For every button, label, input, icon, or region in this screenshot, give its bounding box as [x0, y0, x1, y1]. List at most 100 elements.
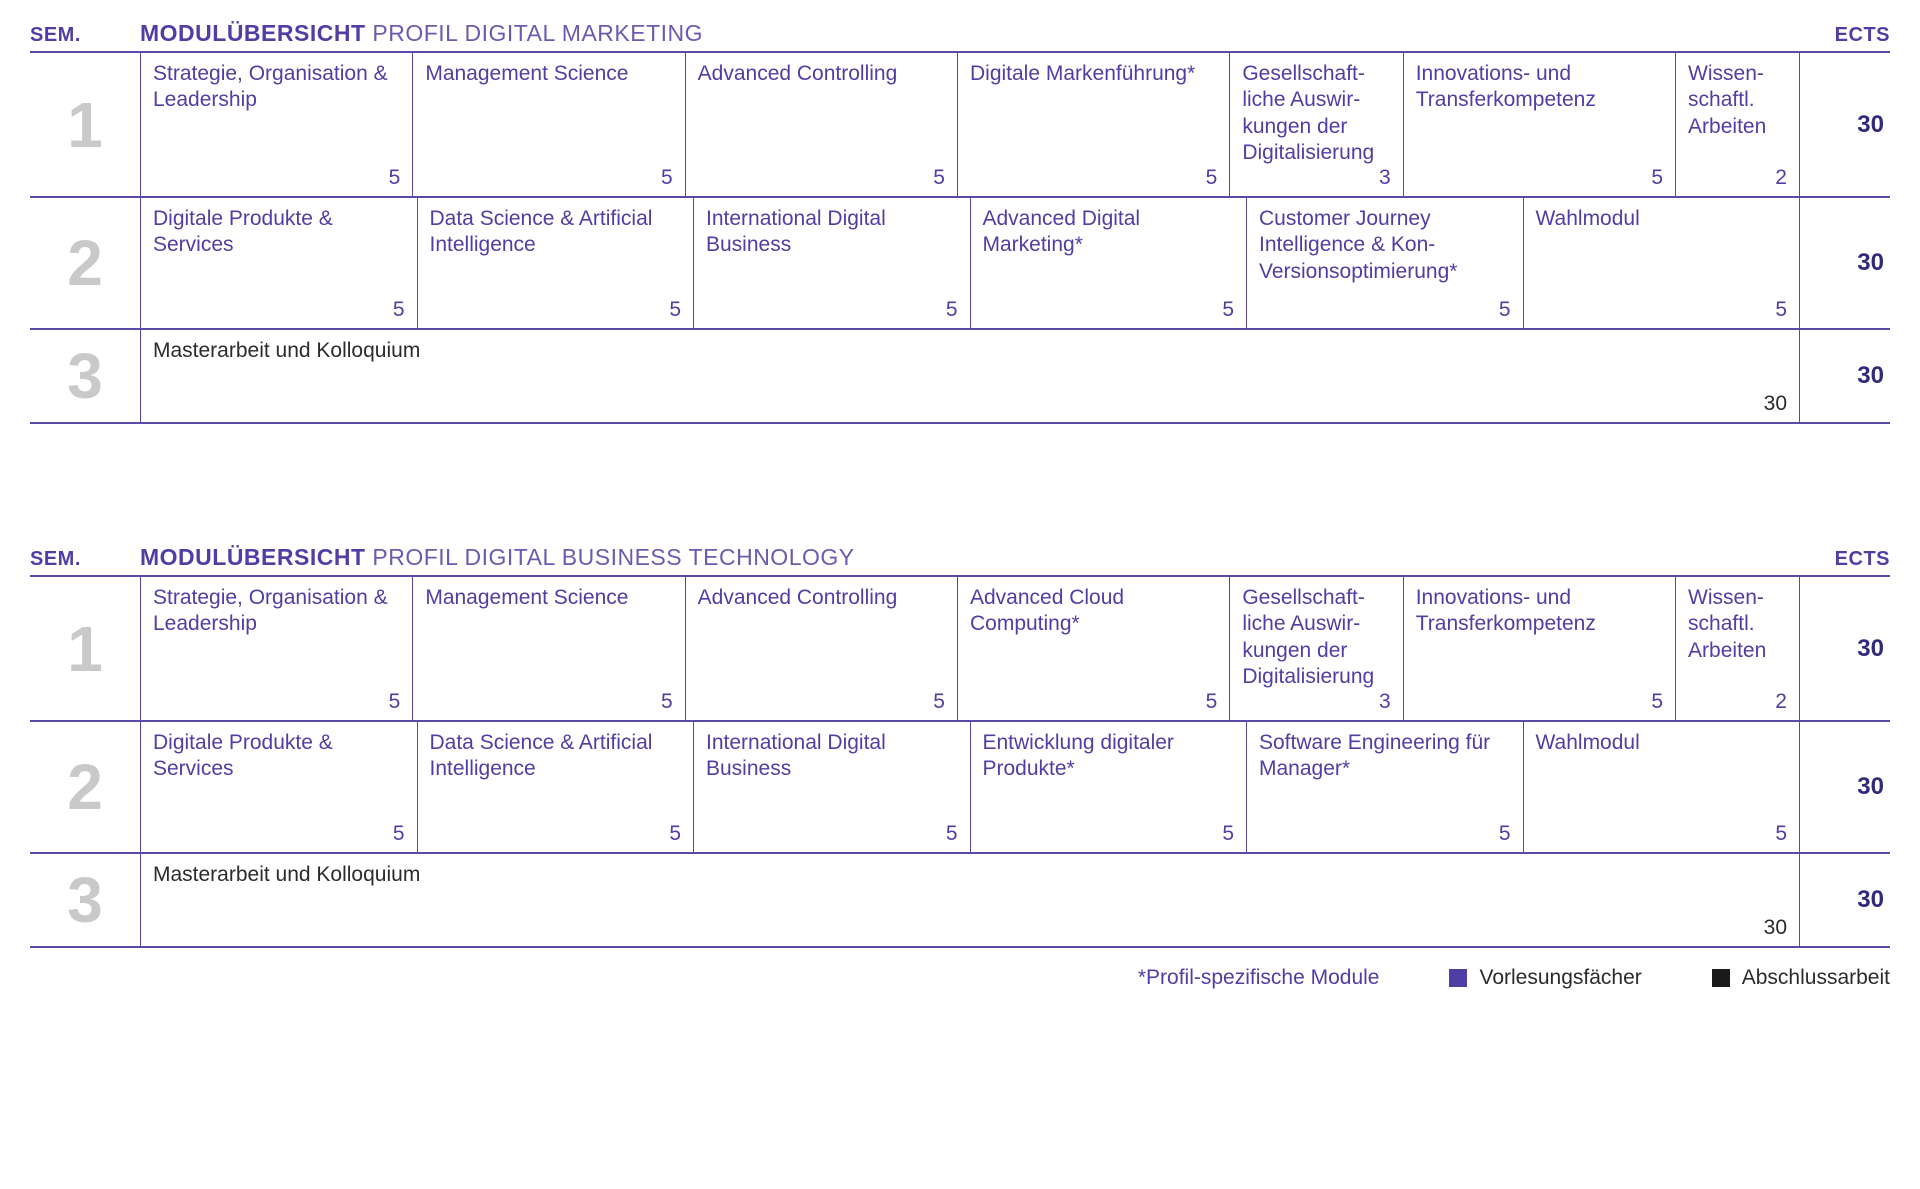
semester-row: 1Strategie, Organisation & Leadership5Ma… [30, 51, 1890, 196]
module-credits: 5 [1259, 298, 1511, 322]
lecture-module: Data Science & Artificial Intelligence5 [417, 198, 694, 328]
ects-header: ECTS [1800, 548, 1890, 571]
module-name: Masterarbeit und Kolloquium [153, 862, 1787, 888]
module-credits: 5 [1536, 298, 1788, 322]
legend: *Profil-spezifische Module Vorlesungsfäch… [30, 948, 1890, 990]
semester-row: 3Masterarbeit und Kolloquium3030 [30, 328, 1890, 424]
title-profile: PROFIL DIGITAL BUSINESS TECHNOLOGY [372, 544, 854, 570]
module-credits: 5 [425, 166, 672, 190]
module-name: International Digital Business [706, 206, 958, 259]
legend-label-lecture: Vorlesungsfächer [1479, 966, 1641, 990]
module-credits: 5 [1536, 822, 1788, 846]
modules-container: Masterarbeit und Kolloquium 30 [140, 854, 1800, 946]
legend-item-thesis: Abschlussarbeit [1712, 966, 1890, 990]
module-name: Digitale Produkte & Services [153, 206, 405, 259]
module-credits: 5 [983, 298, 1235, 322]
module-credits: 5 [153, 822, 405, 846]
title-bold: MODULÜBERSICHT [140, 20, 372, 46]
module-name: Gesellschaft­liche Auswir­kungen der Dig… [1242, 61, 1390, 166]
module-name: Advanced Controlling [698, 61, 945, 87]
module-credits: 5 [698, 166, 945, 190]
module-credits: 3 [1242, 690, 1390, 714]
modules-container: Digitale Produkte & Services 5 Data Scienc… [140, 198, 1800, 328]
legend-note: *Profil-spezifische Module [1138, 966, 1380, 990]
module-name: Advanced Cloud Computing* [970, 585, 1217, 638]
ects-total: 30 [1800, 722, 1890, 852]
module-name: Entwicklung digitaler Produkte* [983, 730, 1235, 783]
module-name: International Digital Business [706, 730, 958, 783]
module-name: Digitale Markenführung* [970, 61, 1217, 87]
module-credits: 30 [153, 916, 1787, 940]
thesis-module: Masterarbeit und Kolloquium 30 [140, 854, 1800, 946]
module-credits: 2 [1688, 690, 1787, 714]
module-name: Gesellschaft­liche Auswir­kungen der Dig… [1242, 585, 1390, 690]
module-credits: 5 [970, 690, 1217, 714]
module-overview: SEM.MODULÜBERSICHT PROFIL DIGITAL MARKET… [30, 20, 1890, 424]
module-credits: 30 [153, 392, 1787, 416]
ects-total: 30 [1800, 577, 1890, 720]
lecture-module: Data Science & Artificial Intelligence5 [417, 722, 694, 852]
legend-label-thesis: Abschlussarbeit [1742, 966, 1890, 990]
module-credits: 5 [1259, 822, 1511, 846]
module-name: Management Science [425, 61, 672, 87]
lecture-module: Management Science 5 [412, 577, 684, 720]
title-bold: MODULÜBERSICHT [140, 544, 372, 570]
sem-header: SEM. [30, 548, 140, 571]
overview-title: MODULÜBERSICHT PROFIL DIGITAL MARKETING [140, 20, 1800, 47]
semester-row: 2Digitale Produkte & Services5Data Scien… [30, 720, 1890, 852]
module-credits: 5 [153, 166, 400, 190]
lecture-module: Management Science 5 [412, 53, 684, 196]
lecture-module: International Digital Business5 [693, 722, 970, 852]
modules-container: Masterarbeit und Kolloquium30 [140, 330, 1800, 422]
lecture-module: International Digital Business 5 [693, 198, 970, 328]
lecture-module: Software Engineering für Manager*5 [1246, 722, 1523, 852]
lecture-module: Gesellschaft­liche Auswir­kungen der Dig… [1229, 53, 1402, 196]
lecture-module: Innovations- und Transferkompetenz 5 [1403, 53, 1675, 196]
semester-number: 3 [30, 854, 140, 946]
semester-row: 1Strategie, Organisation & Leadership5Ma… [30, 575, 1890, 720]
semester-number: 1 [30, 577, 140, 720]
legend-item-lecture: Vorlesungsfächer [1449, 966, 1641, 990]
modules-container: Strategie, Organisation & Leadership5Man… [140, 577, 1800, 720]
module-name: Management Science [425, 585, 672, 611]
module-name: Wissen­schaftl. Arbeiten [1688, 61, 1787, 140]
lecture-module: Wahlmodul 5 [1523, 198, 1801, 328]
module-credits: 5 [970, 166, 1217, 190]
module-credits: 5 [153, 690, 400, 714]
module-name: Strategie, Organisation & Leadership [153, 585, 400, 638]
lecture-module: Wahlmodul 5 [1523, 722, 1801, 852]
module-name: Innovations- und Transferkompetenz [1416, 585, 1663, 638]
legend-swatch-lecture [1449, 969, 1467, 987]
module-name: Data Science & Artificial Intelligence [430, 206, 682, 259]
legend-swatch-thesis [1712, 969, 1730, 987]
module-credits: 5 [1416, 166, 1663, 190]
module-overview: SEM.MODULÜBERSICHT PROFIL DIGITAL BUSINE… [30, 544, 1890, 948]
ects-header: ECTS [1800, 24, 1890, 47]
ects-total: 30 [1800, 53, 1890, 196]
semester-row: 3Masterarbeit und Kolloquium 3030 [30, 852, 1890, 948]
lecture-module: Wissen­schaftl. Arbeiten2 [1675, 53, 1800, 196]
module-credits: 5 [425, 690, 672, 714]
module-name: Wahlmodul [1536, 730, 1788, 756]
module-credits: 5 [153, 298, 405, 322]
modules-container: Strategie, Organisation & Leadership5Man… [140, 53, 1800, 196]
module-name: Wahlmodul [1536, 206, 1788, 232]
module-credits: 5 [1416, 690, 1663, 714]
lecture-module: Gesellschaft­liche Auswir­kungen der Dig… [1229, 577, 1402, 720]
lecture-module: Advanced Cloud Computing* 5 [957, 577, 1229, 720]
lecture-module: Advanced Digital Marketing*5 [970, 198, 1247, 328]
module-name: Innovations- und Transferkompetenz [1416, 61, 1663, 114]
module-credits: 5 [706, 298, 958, 322]
module-name: Advanced Controlling [698, 585, 945, 611]
lecture-module: Strategie, Organisation & Leadership 5 [140, 577, 412, 720]
lecture-module: Digitale Produkte & Services5 [140, 722, 417, 852]
semester-number: 1 [30, 53, 140, 196]
lecture-module: Customer Journey Intelligence & Kon-Vers… [1246, 198, 1523, 328]
lecture-module: Advanced Controlling 5 [685, 53, 957, 196]
lecture-module: Strategie, Organisation & Leadership5 [140, 53, 412, 196]
overview-title: MODULÜBERSICHT PROFIL DIGITAL BUSINESS T… [140, 544, 1800, 571]
module-credits: 3 [1242, 166, 1390, 190]
lecture-module: Entwicklung digitaler Produkte*5 [970, 722, 1247, 852]
semester-row: 2Digitale Produkte & Services5Data Scien… [30, 196, 1890, 328]
sem-header: SEM. [30, 24, 140, 47]
